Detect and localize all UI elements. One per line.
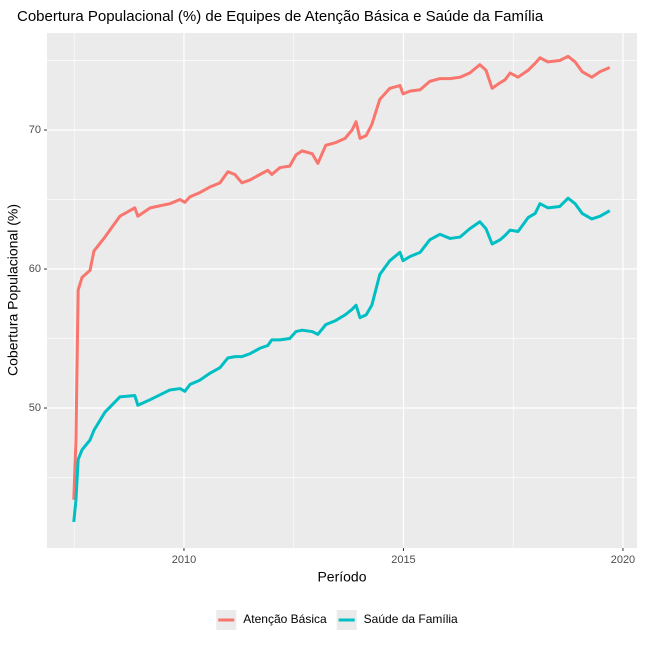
y-tick-label: 70 bbox=[29, 124, 41, 136]
chart-title: Cobertura Populacional (%) de Equipes de… bbox=[17, 8, 544, 25]
x-tick-label: 2010 bbox=[172, 554, 196, 566]
legend-label: Saúde da Família bbox=[364, 612, 458, 626]
legend-item: Saúde da Família bbox=[336, 610, 458, 630]
plot-panel bbox=[47, 33, 637, 548]
y-tick-label: 60 bbox=[29, 263, 41, 275]
x-tick-label: 2015 bbox=[391, 554, 415, 566]
legend-item: Atenção Básica bbox=[216, 610, 327, 630]
legend-label: Atenção Básica bbox=[243, 612, 327, 626]
y-axis-label: Cobertura Populacional (%) bbox=[5, 204, 21, 376]
y-tick-label: 50 bbox=[29, 402, 41, 414]
data-line bbox=[72, 196, 611, 523]
x-tick-label: 2020 bbox=[611, 554, 635, 566]
x-axis-label: Período bbox=[317, 569, 366, 585]
data-line bbox=[72, 54, 611, 500]
